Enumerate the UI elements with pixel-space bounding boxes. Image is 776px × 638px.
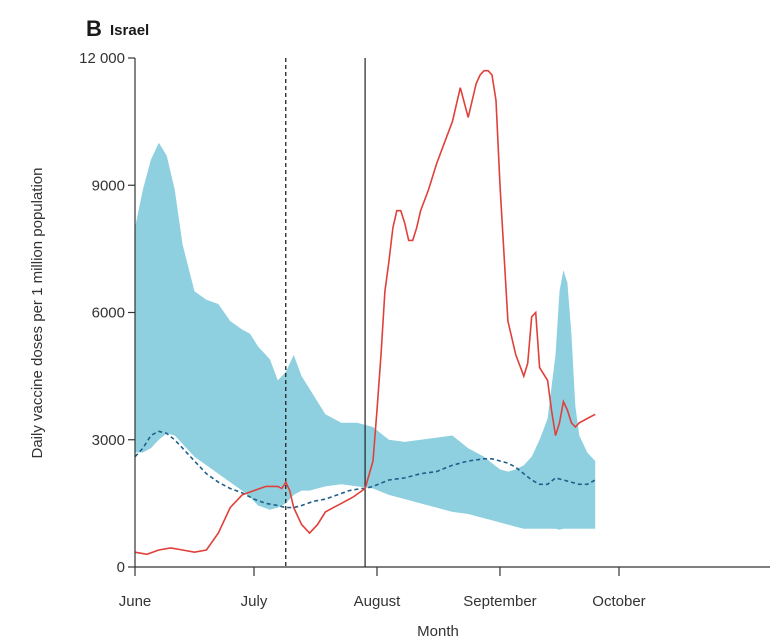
y-axis: 0 3000 6000 9000 12 000	[79, 50, 136, 576]
y-tick-label: 6000	[92, 305, 125, 322]
y-tick-label: 3000	[92, 432, 125, 449]
panel-letter: B	[86, 16, 102, 41]
y-tick-label: 12 000	[79, 50, 125, 67]
plot-area	[134, 58, 596, 567]
x-tick-label: October	[592, 593, 645, 610]
x-tick-label: August	[354, 593, 402, 610]
y-axis-label: Daily vaccine doses per 1 million popula…	[29, 168, 46, 459]
x-axis-label: Month	[417, 623, 459, 638]
series-line-dashed	[134, 430, 596, 509]
x-axis: June July August September October	[119, 566, 770, 610]
y-tick-label: 9000	[92, 177, 125, 194]
chart-title: Israel	[110, 22, 149, 39]
x-tick-label: September	[463, 593, 536, 610]
x-tick-label: July	[241, 593, 268, 610]
series-band	[135, 142, 596, 530]
series-line-solid	[134, 69, 596, 556]
y-tick-label: 0	[117, 559, 125, 576]
x-tick-label: June	[119, 593, 152, 610]
